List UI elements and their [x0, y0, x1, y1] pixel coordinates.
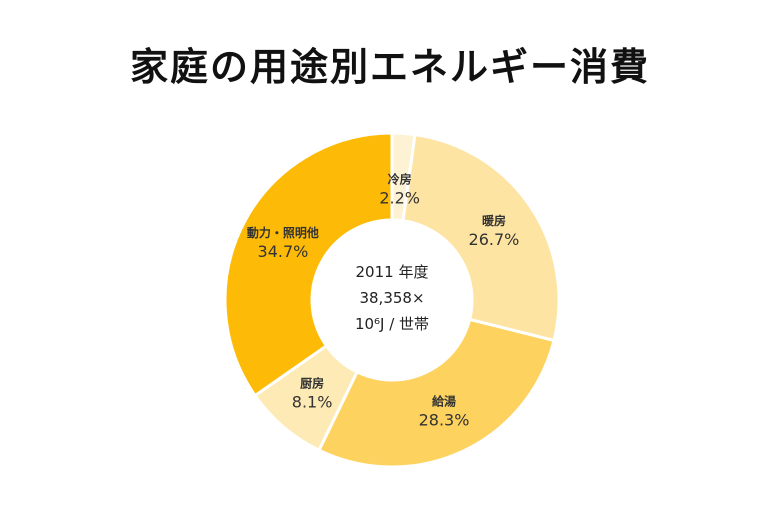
center-label-line2: 38,358×: [359, 289, 424, 307]
labels-group: 冷房 2.2% 暖房 26.7% 給湯 28.3% 厨房 8.1% 動力・照明他 34.7%: [247, 171, 519, 429]
center-label-line3: 10⁶J / 世帯: [355, 315, 429, 333]
slice-name-label: 冷房: [388, 171, 412, 186]
slice-name-label: 動力・照明他: [247, 225, 319, 240]
slice-5: [223, 131, 394, 398]
slices-group: [223, 131, 561, 469]
slice-value-label: 28.3%: [419, 410, 470, 429]
slice-value-label: 8.1%: [292, 393, 333, 412]
slice-name-label: 暖房: [482, 213, 506, 228]
slice-name-label: 厨房: [300, 376, 324, 391]
chart-title: 家庭の用途別エネルギー消費: [129, 45, 650, 89]
slice-2: [401, 132, 561, 343]
slice-value-label: 34.7%: [258, 242, 309, 261]
slice-name-label: 給湯: [432, 393, 456, 408]
center-label-line1: 2011 年度: [356, 263, 429, 281]
slice-value-label: 2.2%: [379, 188, 420, 207]
slice-3: [316, 317, 556, 469]
slice-value-label: 26.7%: [469, 230, 520, 249]
